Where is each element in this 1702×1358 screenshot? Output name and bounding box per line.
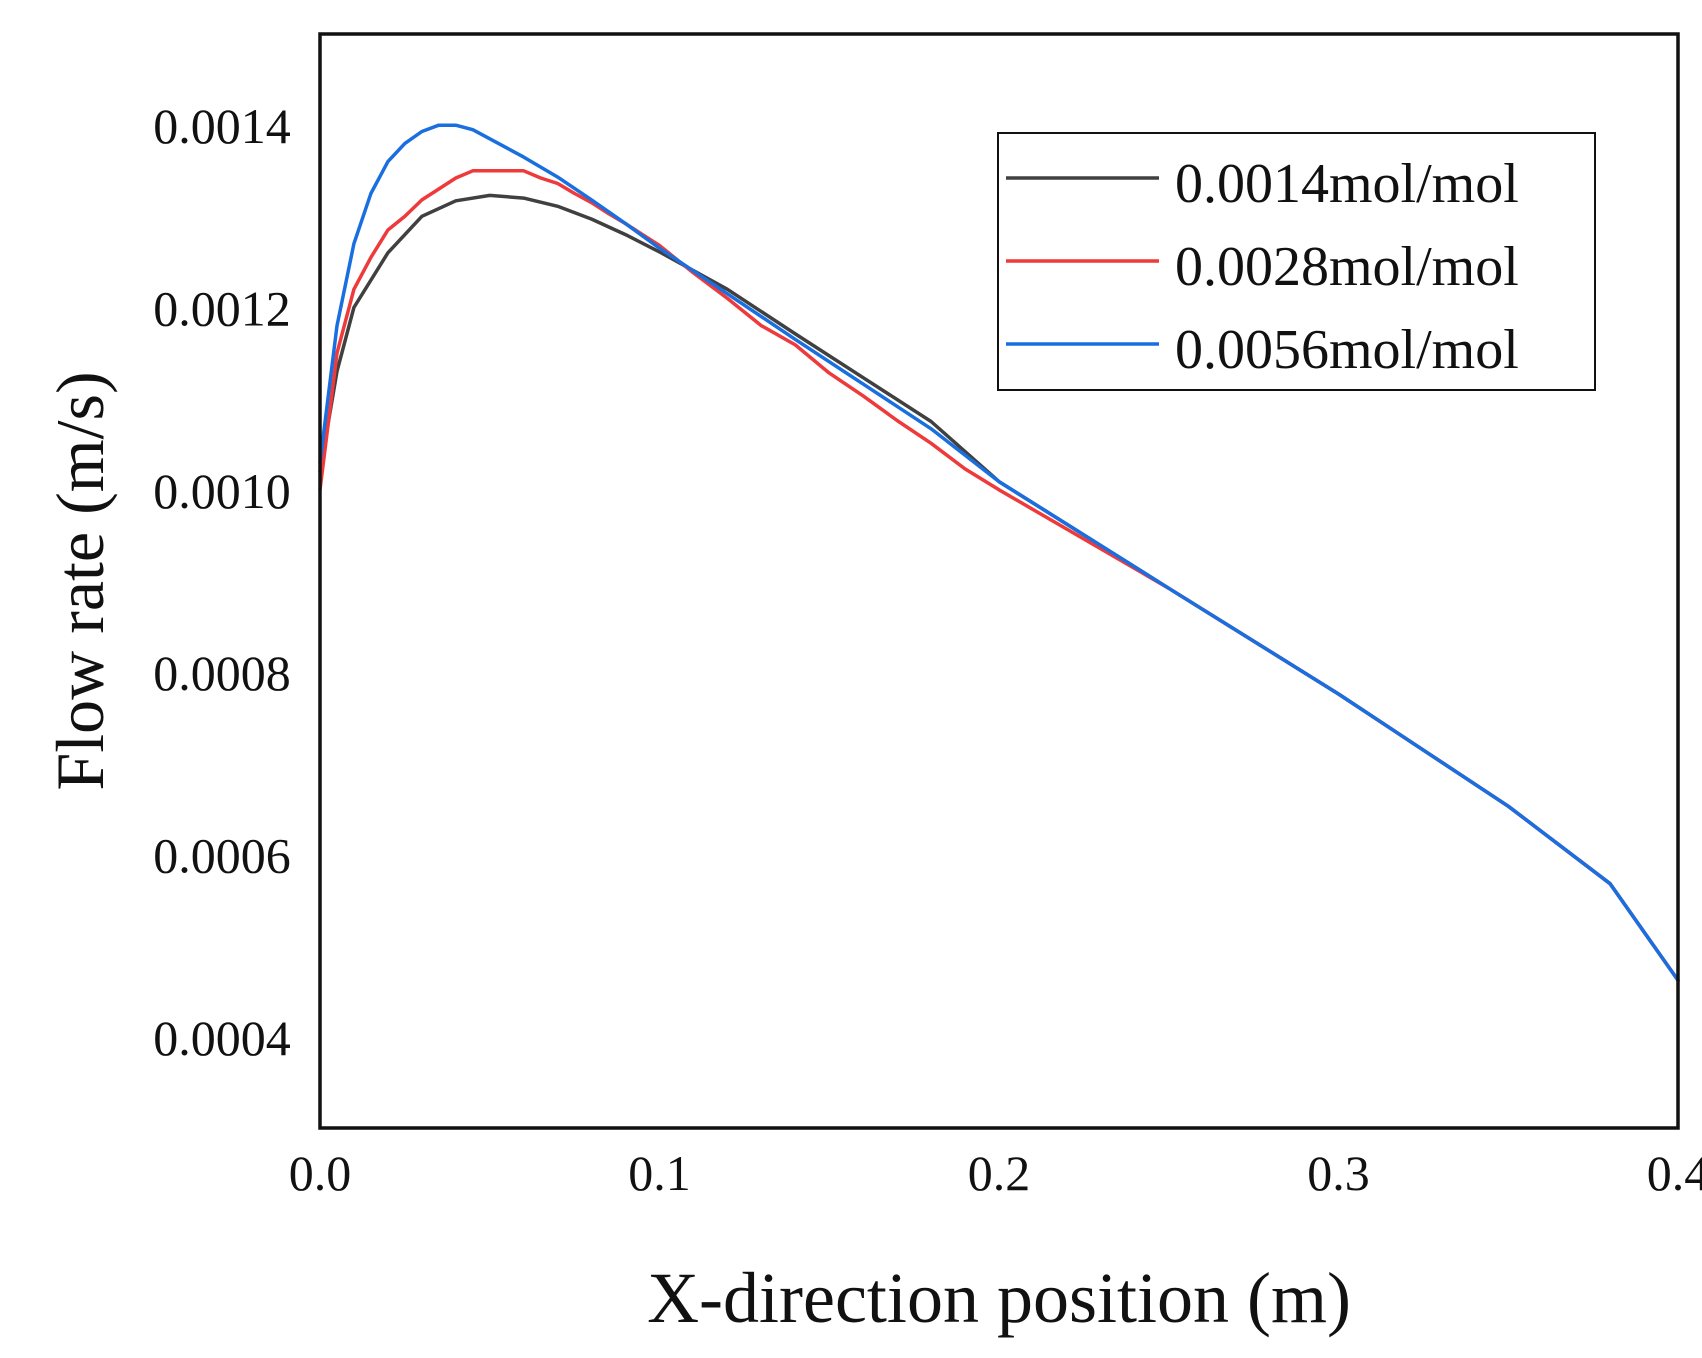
x-tick-label: 0.0 bbox=[289, 1145, 352, 1201]
legend: 0.0014mol/mol 0.0028mol/mol 0.0056mol/mo… bbox=[997, 132, 1596, 391]
legend-label-2: 0.0028mol/mol bbox=[1175, 236, 1519, 298]
series-layer bbox=[318, 123, 1680, 983]
x-axis-label: X-direction position (m) bbox=[647, 1258, 1351, 1338]
y-tick-label: 0.0006 bbox=[153, 828, 291, 884]
series-line-3 bbox=[318, 123, 1680, 983]
y-tick-label: 0.0008 bbox=[153, 645, 291, 701]
plot-frame bbox=[318, 32, 1680, 1130]
legend-label-3: 0.0056mol/mol bbox=[1175, 319, 1519, 381]
x-tick-label: 0.3 bbox=[1307, 1145, 1370, 1201]
y-axis-label: Flow rate (m/s) bbox=[42, 371, 118, 790]
y-tick-label: 0.0014 bbox=[153, 98, 291, 154]
legend-label-1: 0.0014mol/mol bbox=[1175, 153, 1519, 215]
y-tick-label: 0.0004 bbox=[153, 1010, 291, 1066]
x-tick-label: 0.4 bbox=[1647, 1145, 1702, 1201]
x-tick-labels: 0.0 0.1 0.2 0.3 0.4 bbox=[289, 1145, 1702, 1201]
y-tick-label: 0.0012 bbox=[153, 281, 291, 337]
y-tick-label: 0.0010 bbox=[153, 463, 291, 519]
x-tick-label: 0.1 bbox=[628, 1145, 691, 1201]
y-tick-labels: 0.0004 0.0006 0.0008 0.0010 0.0012 0.0014 bbox=[153, 98, 291, 1066]
x-tick-label: 0.2 bbox=[968, 1145, 1031, 1201]
